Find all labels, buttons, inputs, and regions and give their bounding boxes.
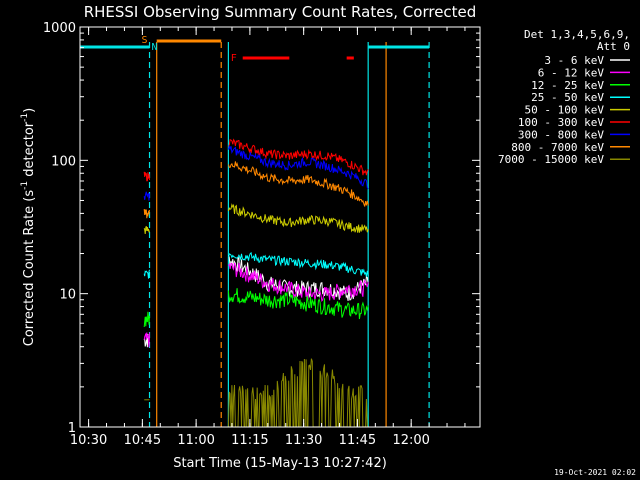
series-trace-6-early (143, 191, 150, 201)
series-trace-1-main (227, 262, 369, 302)
x-tick-label: 10:45 (124, 433, 161, 448)
y-tick-label: 100 (51, 154, 76, 169)
x-tick-label: 10:30 (70, 433, 107, 448)
series-trace-2-main (227, 288, 369, 320)
legend-entry-label: 800 - 7000 keV (511, 141, 604, 154)
chart-title: RHESSI Observing Summary Count Rates, Co… (84, 3, 477, 21)
series-trace-5-main (227, 138, 369, 176)
series-trace-1-early (143, 332, 150, 348)
legend-entry-label: 100 - 300 keV (518, 116, 604, 129)
legend-entry-label: 7000 - 15000 keV (498, 153, 604, 166)
x-tick-label: 11:45 (339, 433, 376, 448)
series-trace-7-main (227, 161, 369, 207)
x-tick-label: 11:30 (285, 433, 322, 448)
plot-frame (79, 26, 481, 428)
x-tick-label: 11:15 (231, 433, 268, 448)
series-trace-3-early (143, 269, 150, 279)
x-axis-label: Start Time (15-May-13 10:27:42) (173, 456, 387, 471)
legend-entry-label: 300 - 800 keV (518, 128, 604, 141)
x-tick-label: 12:00 (392, 433, 429, 448)
y-axis-label: Corrected Count Rate (s-1 detector-1) (20, 108, 37, 346)
legend-entry-label: 3 - 6 keV (544, 54, 604, 67)
series-trace-4-main (227, 203, 369, 233)
legend-entry-label: 12 - 25 keV (531, 79, 604, 92)
flare-flag-label: F (231, 53, 237, 64)
legend-entry-label: 6 - 12 keV (538, 66, 605, 79)
series-trace-4-early (143, 226, 150, 234)
saa-flag-label: S (142, 35, 148, 46)
series-trace-7-early (143, 209, 150, 219)
series-trace-2-early (143, 311, 150, 328)
y-tick-label: 1000 (43, 21, 76, 36)
y-tick-label: 1 (68, 421, 76, 436)
plot-area: SN F (80, 35, 430, 428)
x-tick-label: 11:00 (177, 433, 214, 448)
night-flag-label: N (152, 42, 158, 53)
legend-header-line: Att 0 (597, 40, 630, 53)
axes: 10:30 10:45 11:00 11:15 11:30 11:45 12:00 1 10 10… (43, 21, 480, 448)
legend-header-line: Det 1,3,4,5,6,9, (524, 28, 630, 41)
series-trace-3-main (227, 251, 369, 277)
series-trace-6-main (227, 144, 369, 190)
series-trace-8-main (227, 358, 369, 428)
footer-timestamp: 19-Oct-2021 02:02 (554, 468, 636, 477)
legend-entry-label: 50 - 100 keV (525, 104, 605, 117)
legend-entry-label: 25 - 50 keV (531, 91, 604, 104)
series-trace-5-early (143, 171, 150, 182)
y-tick-label: 10 (59, 288, 76, 303)
